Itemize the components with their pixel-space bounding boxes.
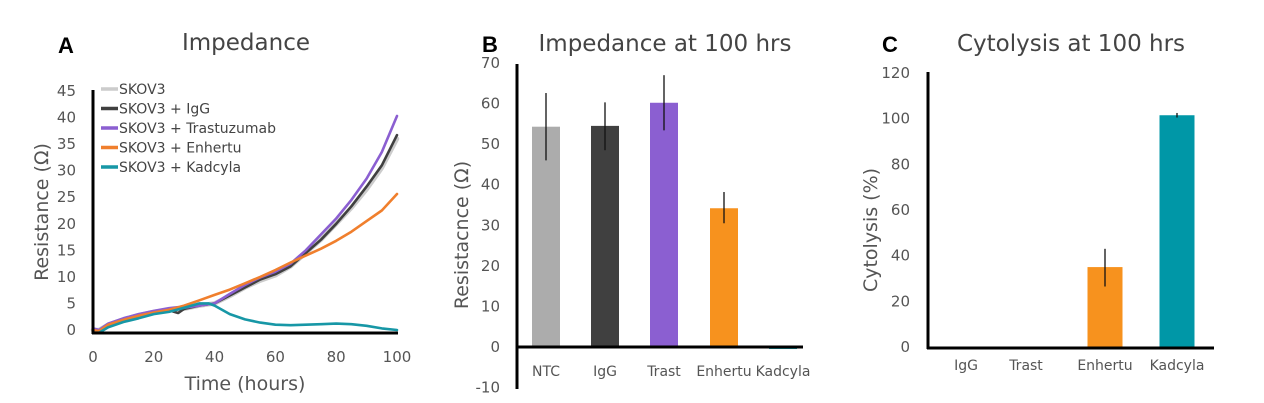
bar-ntc (532, 126, 560, 347)
chart-b-y-axis-label: Resistacnce (Ω) (451, 161, 473, 309)
category-label-trast: Trast (646, 364, 681, 380)
chart-b-title: Impedance at 100 hrs (539, 31, 792, 57)
chart-b-y-tick-label: 40 (481, 176, 500, 194)
chart-a-x-axis-label: Time (hours) (184, 373, 306, 395)
category-label-ntc: NTC (532, 364, 560, 380)
chart-b-y-tick-label: 60 (481, 95, 500, 113)
legend-label: SKOV3 + Trastuzumab (119, 121, 276, 137)
panel-letter-b: B (482, 32, 498, 57)
chart-a-x-tick-label: 100 (383, 348, 412, 366)
chart-c-y-tick-label: 100 (881, 110, 910, 128)
panel-c-cytolysis-bar-chart: C Cytolysis at 100 hrs Cytolysis (%) 0 20… (860, 31, 1214, 374)
chart-b-y-tick-label: 50 (481, 135, 500, 153)
series-line-skov3-trastuzumab (91, 114, 399, 332)
category-label-enhertu: Enhertu (696, 364, 751, 380)
chart-a-legend: SKOV3 SKOV3 + IgG SKOV3 + Trastuzumab SKOV3… (101, 82, 276, 176)
bar-igg (591, 125, 619, 347)
chart-c-y-axis-label: Cytolysis (%) (860, 168, 882, 292)
chart-b-y-tick-label: 20 (481, 257, 500, 275)
series-line-skov3-kadcyla (91, 302, 399, 335)
chart-c-y-tick-label: 20 (891, 292, 910, 310)
panel-b-impedance-bar-chart: B Impedance at 100 hrs Resistacnce (Ω) -… (451, 31, 810, 397)
legend-label: SKOV3 + Enhertu (119, 141, 242, 157)
panel-a-impedance-line-chart: A Impedance Resistance (Ω) Time (hours) … (31, 30, 411, 395)
chart-a-y-tick-label: 35 (57, 135, 76, 153)
category-label-kadcyla: Kadcyla (756, 364, 811, 380)
chart-a-x-tick-label: 20 (144, 348, 163, 366)
legend-label: SKOV3 + Kadcyla (119, 160, 241, 176)
category-label-enhertu: Enhertu (1077, 358, 1132, 374)
category-label-igg: IgG (593, 364, 617, 380)
chart-b-y-tick-label: 70 (481, 54, 500, 72)
legend-item-skov3-kadcyla: SKOV3 + Kadcyla (101, 160, 241, 176)
chart-a-x-tick-label: 40 (205, 348, 224, 366)
chart-b-y-tick-label: -10 (476, 379, 501, 397)
panel-letter-a: A (58, 33, 74, 58)
chart-a-x-tick-label: 0 (88, 348, 98, 366)
chart-a-y-tick-label: 5 (66, 294, 76, 312)
chart-a-y-tick-label: 45 (57, 82, 76, 100)
category-label-igg: IgG (954, 358, 978, 374)
chart-a-title: Impedance (182, 30, 310, 56)
chart-c-y-tick-label: 120 (881, 64, 910, 82)
chart-a-x-tick-label: 60 (266, 348, 285, 366)
legend-label: SKOV3 (119, 82, 166, 98)
legend-label: SKOV3 + IgG (119, 102, 210, 118)
category-label-trast: Trast (1008, 358, 1043, 374)
chart-c-y-tick-label: 0 (900, 338, 910, 356)
chart-c-title: Cytolysis at 100 hrs (957, 31, 1185, 57)
series-line-skov3-enhertu (91, 192, 399, 333)
chart-a-x-tick-label: 80 (327, 348, 346, 366)
panel-letter-c: C (882, 32, 898, 57)
bar-enhertu (710, 208, 738, 347)
chart-a-y-axis-label: Resistance (Ω) (31, 143, 53, 281)
legend-item-skov3-trastuzumab: SKOV3 + Trastuzumab (101, 121, 276, 137)
legend-item-skov3-enhertu: SKOV3 + Enhertu (101, 141, 242, 157)
chart-a-y-tick-label: 40 (57, 109, 76, 127)
chart-c-y-tick-label: 60 (891, 201, 910, 219)
bar-trast (650, 102, 678, 347)
chart-c-y-tick-label: 80 (891, 155, 910, 173)
chart-a-y-tick-label: 25 (57, 188, 76, 206)
chart-b-y-tick-label: 10 (481, 297, 500, 315)
legend-item-skov3: SKOV3 (101, 82, 166, 98)
chart-c-y-tick-label: 40 (891, 247, 910, 265)
chart-b-y-tick-label: 30 (481, 216, 500, 234)
chart-b-y-tick-label: 0 (490, 338, 500, 356)
bar-kadcyla (1159, 115, 1195, 347)
category-label-kadcyla: Kadcyla (1150, 358, 1205, 374)
chart-a-y-tick-label: 10 (57, 268, 76, 286)
chart-a-y-tick-label: 15 (57, 241, 76, 259)
chart-a-y-tick-label: 0 (66, 321, 76, 339)
legend-item-skov3-igg: SKOV3 + IgG (101, 102, 210, 118)
chart-a-y-tick-label: 20 (57, 215, 76, 233)
chart-a-y-tick-label: 30 (57, 162, 76, 180)
